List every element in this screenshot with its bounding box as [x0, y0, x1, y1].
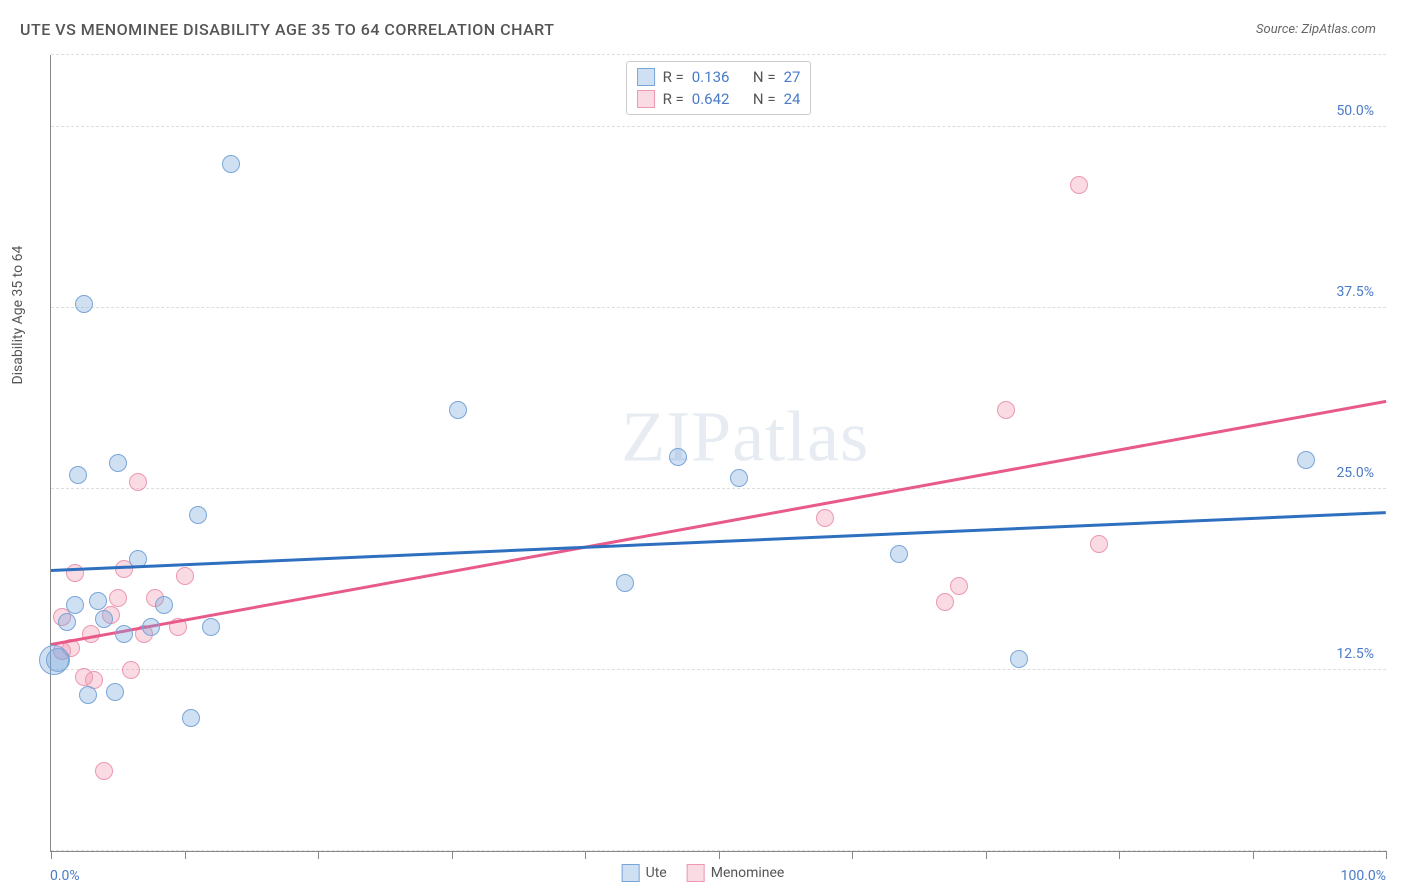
- x-tick: [986, 851, 987, 859]
- data-point-menominee: [950, 577, 968, 595]
- swatch-ute: [637, 68, 655, 86]
- x-tick: [1386, 851, 1387, 859]
- legend-item-menominee: Menominee: [687, 864, 785, 882]
- gridline-h: [51, 126, 1386, 127]
- n-label: N =: [753, 68, 776, 86]
- chart-title: UTE VS MENOMINEE DISABILITY AGE 35 TO 64…: [20, 20, 554, 39]
- x-axis-max: 100.0%: [1341, 868, 1386, 884]
- data-point-ute: [189, 506, 207, 524]
- legend-label-menominee: Menominee: [711, 865, 785, 881]
- data-point-ute: [58, 613, 76, 631]
- data-point-ute: [89, 592, 107, 610]
- data-point-ute: [202, 618, 220, 636]
- data-point-ute: [1010, 650, 1028, 668]
- swatch-ute-icon: [622, 864, 640, 882]
- swatch-menominee-icon: [687, 864, 705, 882]
- r-label: R =: [663, 90, 684, 108]
- y-tick-label: 12.5%: [1336, 646, 1374, 662]
- data-point-ute: [69, 466, 87, 484]
- data-point-ute: [66, 596, 84, 614]
- x-axis-min: 0.0%: [50, 868, 80, 884]
- x-tick: [185, 851, 186, 859]
- data-point-ute: [79, 686, 97, 704]
- data-point-menominee: [997, 401, 1015, 419]
- source-attribution: Source: ZipAtlas.com: [1256, 22, 1376, 37]
- data-point-menominee: [1070, 176, 1088, 194]
- data-point-menominee: [1090, 535, 1108, 553]
- n-value-ute: 27: [784, 68, 801, 86]
- n-label: N =: [753, 90, 776, 108]
- data-point-ute: [46, 648, 70, 672]
- data-point-ute: [115, 625, 133, 643]
- x-tick: [452, 851, 453, 859]
- correlation-legend: R = 0.136 N = 27 R = 0.642 N = 24: [626, 61, 812, 115]
- x-tick: [1253, 851, 1254, 859]
- data-point-menominee: [129, 473, 147, 491]
- legend-row-ute: R = 0.136 N = 27: [637, 66, 801, 88]
- data-point-ute: [669, 448, 687, 466]
- x-tick: [852, 851, 853, 859]
- gridline-h: [51, 54, 1386, 55]
- scatter-chart: ZIPatlas R = 0.136 N = 27 R = 0.642 N = …: [50, 55, 1386, 852]
- y-tick-label: 37.5%: [1336, 284, 1374, 300]
- gridline-h: [51, 669, 1386, 670]
- r-value-menominee: 0.642: [692, 90, 730, 108]
- x-tick: [719, 851, 720, 859]
- legend-item-ute: Ute: [622, 864, 667, 882]
- watermark: ZIPatlas: [621, 396, 869, 479]
- data-point-ute: [449, 401, 467, 419]
- series-legend: Ute Menominee: [622, 864, 785, 882]
- data-point-ute: [75, 295, 93, 313]
- y-tick-label: 50.0%: [1336, 103, 1374, 119]
- data-point-ute: [182, 709, 200, 727]
- y-axis-label: Disability Age 35 to 64: [10, 246, 26, 385]
- x-tick: [585, 851, 586, 859]
- data-point-ute: [730, 469, 748, 487]
- y-tick-label: 25.0%: [1336, 465, 1374, 481]
- data-point-menominee: [936, 593, 954, 611]
- r-label: R =: [663, 68, 684, 86]
- data-point-ute: [109, 454, 127, 472]
- gridline-h: [51, 307, 1386, 308]
- n-value-menominee: 24: [784, 90, 801, 108]
- data-point-menominee: [122, 661, 140, 679]
- legend-row-menominee: R = 0.642 N = 24: [637, 88, 801, 110]
- x-tick: [1119, 851, 1120, 859]
- data-point-ute: [106, 683, 124, 701]
- data-point-menominee: [109, 589, 127, 607]
- swatch-menominee: [637, 90, 655, 108]
- data-point-ute: [616, 574, 634, 592]
- data-point-menominee: [95, 762, 113, 780]
- x-tick: [318, 851, 319, 859]
- x-tick: [51, 851, 52, 859]
- data-point-ute: [222, 155, 240, 173]
- trend-line-menominee: [51, 400, 1386, 646]
- data-point-ute: [890, 545, 908, 563]
- r-value-ute: 0.136: [692, 68, 730, 86]
- data-point-menominee: [176, 567, 194, 585]
- data-point-ute: [155, 596, 173, 614]
- data-point-ute: [142, 618, 160, 636]
- data-point-ute: [95, 610, 113, 628]
- gridline-h: [51, 488, 1386, 489]
- data-point-ute: [1297, 451, 1315, 469]
- data-point-menominee: [816, 509, 834, 527]
- legend-label-ute: Ute: [646, 865, 667, 881]
